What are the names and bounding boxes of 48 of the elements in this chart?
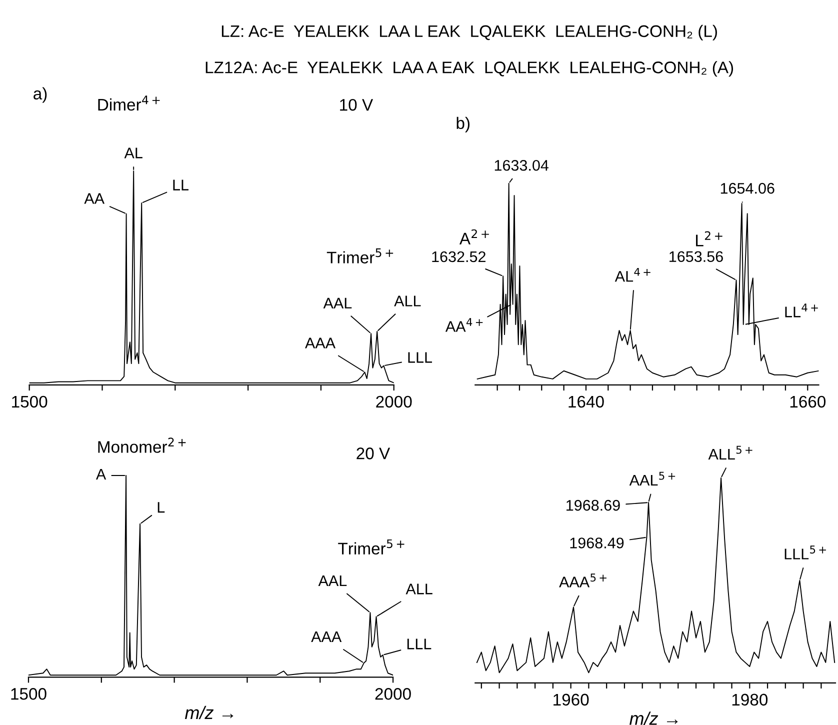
text: LZ: Ac-E YEALEKK LAA L EAK LQALEKK LEALEHG-CONH₂ (L): [222, 24, 717, 40]
annotation: Trimer$^{5+}$: [338, 539, 404, 554]
annotation: A: [96, 468, 106, 480]
annotation: AAA: [311, 631, 342, 642]
annotation: AA: [84, 193, 105, 204]
annotation: 1654.06: [720, 182, 774, 194]
text: a): [34, 87, 47, 103]
x-axis-title: m/z →: [184, 706, 234, 720]
annotation: Trimer$^{5+}$: [326, 248, 394, 264]
annotation: AAA: [305, 338, 336, 348]
annotation: 1653.56: [670, 251, 723, 262]
annotation: LLL: [407, 638, 432, 650]
annotation: L$^{2+}$: [696, 231, 722, 246]
x-tick-label: 1500: [11, 688, 46, 700]
text: Dimer$^{4+}$: [98, 96, 160, 111]
annotation: A$^{2+}$: [459, 229, 489, 244]
x-tick-label: 1640: [568, 396, 604, 408]
annotation: LLL: [408, 352, 432, 363]
annotation: LL$^{4+}$: [785, 304, 818, 318]
annotation: AL$^{4+}$: [614, 268, 650, 282]
text: LZ12A: Ac-E YEALEKK LAA A EAK LQALEKK LEALEHG-CONH₂ (A): [206, 61, 734, 77]
annotation: LL: [173, 180, 188, 190]
x-tick-label: 1980: [732, 694, 768, 706]
annotation: AAL$^{5+}$: [629, 472, 676, 486]
annotation: 1968.69: [566, 500, 620, 511]
x-tick-label: 1960: [554, 694, 589, 706]
annotation: ALL: [406, 584, 432, 594]
annotation: AAA$^{5+}$: [559, 574, 606, 588]
annotation: 1633.04: [494, 160, 549, 171]
x-tick-label: 1500: [12, 396, 48, 408]
text: Monomer$^{2+}$: [98, 438, 186, 453]
x-tick-label: 2000: [375, 688, 411, 700]
annotation: AAL: [318, 576, 347, 586]
annotation: AA$^{4+}$: [445, 318, 483, 332]
annotation: AL: [124, 148, 142, 158]
x-tick-label: 2000: [376, 396, 412, 408]
text: b): [456, 116, 470, 132]
x-tick-label: 1660: [790, 396, 826, 408]
annotation: 1632.52: [432, 251, 486, 262]
x-axis-title: m/z →: [630, 712, 678, 725]
annotation: 1968.49: [570, 538, 624, 548]
annotation: AAL: [323, 298, 352, 308]
annotation: ALL: [394, 296, 421, 306]
annotation: L: [158, 502, 165, 513]
text: 10 V: [340, 98, 374, 111]
text: 20 V: [356, 448, 390, 460]
annotation: ALL$^{5+}$: [708, 446, 752, 460]
annotation: LLL$^{5+}$: [784, 546, 826, 560]
